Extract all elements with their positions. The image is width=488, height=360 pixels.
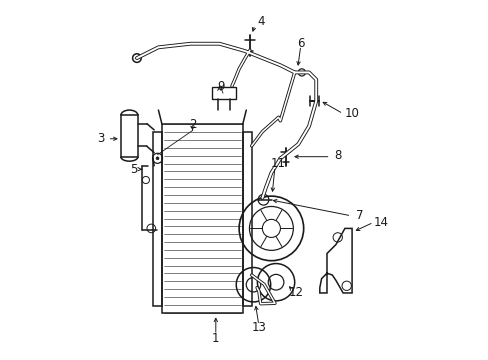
Text: 2: 2	[188, 118, 196, 131]
Text: 11: 11	[270, 157, 285, 170]
Text: 10: 10	[344, 107, 359, 120]
Text: 4: 4	[256, 15, 264, 28]
Bar	[121, 116, 138, 157]
Text: 6: 6	[296, 36, 304, 50]
Bar	[153, 132, 162, 306]
Text: 5: 5	[129, 163, 137, 176]
Text: 1: 1	[212, 332, 219, 345]
Text: 8: 8	[333, 149, 341, 162]
Text: 7: 7	[355, 210, 362, 222]
Circle shape	[156, 157, 159, 160]
Text: 12: 12	[288, 287, 304, 300]
Bar	[212, 87, 235, 99]
Bar	[162, 125, 242, 313]
Text: 13: 13	[251, 321, 266, 334]
Text: 9: 9	[217, 80, 224, 93]
Text: 3: 3	[97, 132, 104, 145]
Bar	[242, 132, 251, 306]
Text: 14: 14	[372, 216, 387, 229]
